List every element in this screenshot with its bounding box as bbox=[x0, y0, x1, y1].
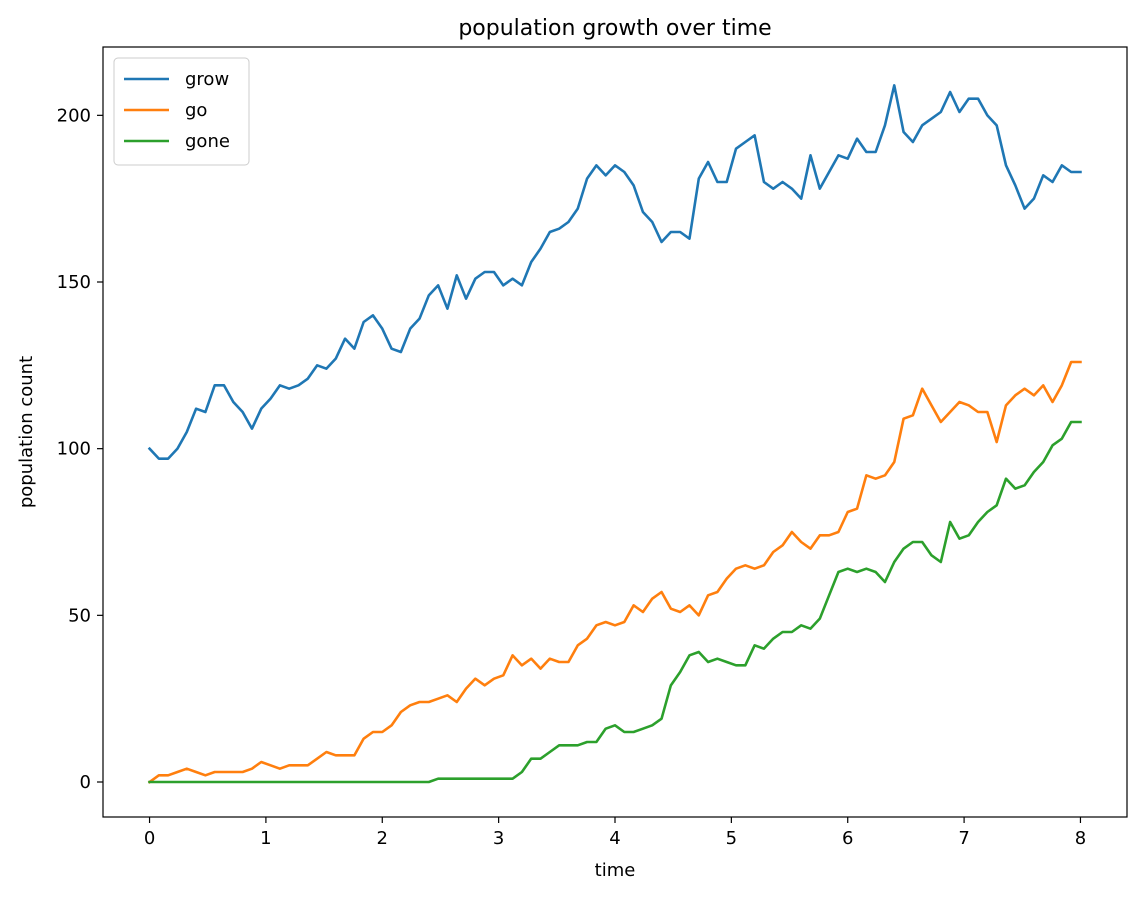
legend: grow go gone bbox=[113, 57, 250, 166]
x-tick-label: 6 bbox=[842, 828, 853, 849]
x-tick-label: 3 bbox=[493, 828, 504, 849]
series-line-gone bbox=[148, 420, 1082, 784]
y-tick-label: 50 bbox=[68, 605, 91, 626]
x-tick-label: 1 bbox=[260, 828, 271, 849]
legend-label-go: go bbox=[185, 100, 207, 121]
series-layer bbox=[147, 84, 1082, 784]
legend-label-gone: gone bbox=[185, 131, 230, 152]
x-tick-label: 4 bbox=[609, 828, 620, 849]
y-axis-label: population count bbox=[16, 356, 37, 508]
series-line-go bbox=[147, 360, 1082, 784]
legend-box bbox=[113, 57, 250, 166]
x-tick-label: 0 bbox=[144, 828, 155, 849]
y-tick-label: 200 bbox=[57, 105, 91, 126]
x-tick-label: 5 bbox=[726, 828, 737, 849]
chart-title: population growth over time bbox=[458, 16, 771, 41]
x-tick-label: 7 bbox=[958, 828, 969, 849]
y-tick-label: 0 bbox=[80, 772, 91, 793]
x-tick-label: 2 bbox=[377, 828, 388, 849]
y-tick-label: 100 bbox=[57, 439, 91, 460]
series-line-grow bbox=[147, 84, 1082, 460]
y-tick-label: 150 bbox=[57, 272, 91, 293]
x-tick-label: 8 bbox=[1075, 828, 1086, 849]
legend-label-grow: grow bbox=[185, 69, 229, 90]
x-axis-label: time bbox=[595, 860, 636, 881]
y-axis: 0 50 100 150 200 bbox=[57, 105, 103, 793]
x-axis: 0 1 2 3 4 5 6 7 8 bbox=[144, 817, 1086, 849]
